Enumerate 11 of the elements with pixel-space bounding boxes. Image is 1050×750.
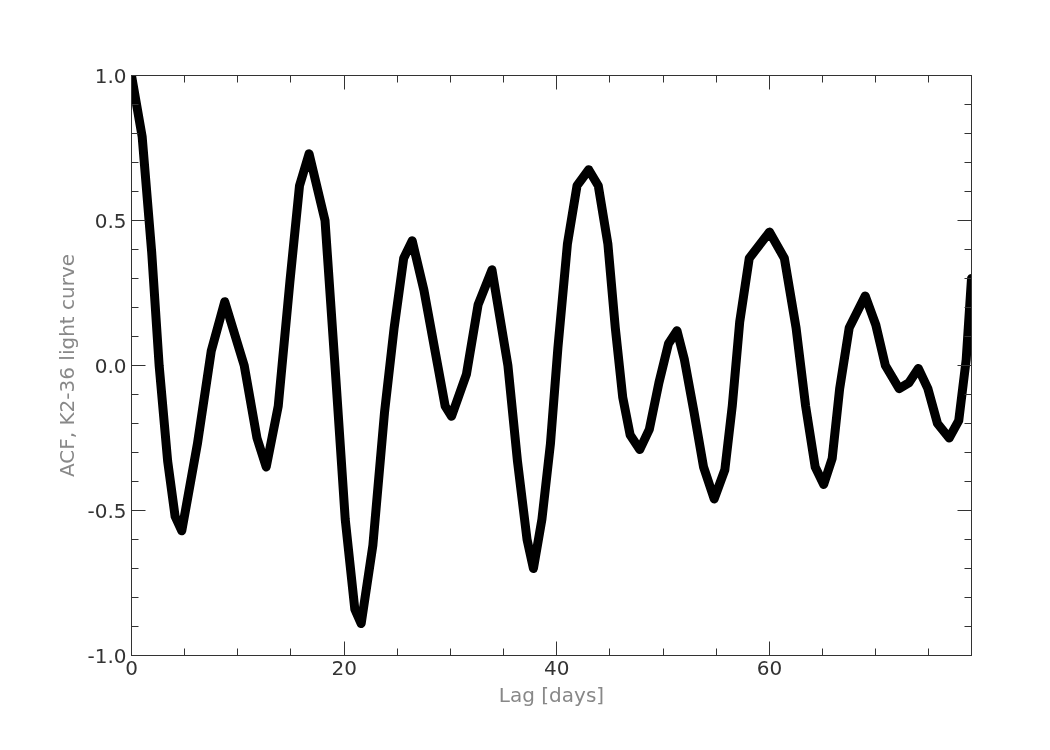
- y-tick-label: 0.5: [94, 208, 127, 233]
- x-tick-label: 20: [331, 655, 357, 680]
- y-tick-label: -1.0: [87, 643, 127, 668]
- x-tick-label: 40: [544, 655, 570, 680]
- y-axis-title: ACF, K2-36 light curve: [55, 253, 80, 478]
- y-tick-label: 0.0: [94, 353, 127, 378]
- y-tick-label: 1.0: [94, 63, 127, 88]
- x-tick-label: 0: [125, 655, 138, 680]
- x-axis-title: Lag [days]: [498, 682, 605, 707]
- x-tick-label: 60: [756, 655, 783, 680]
- y-tick-label: -0.5: [87, 498, 127, 523]
